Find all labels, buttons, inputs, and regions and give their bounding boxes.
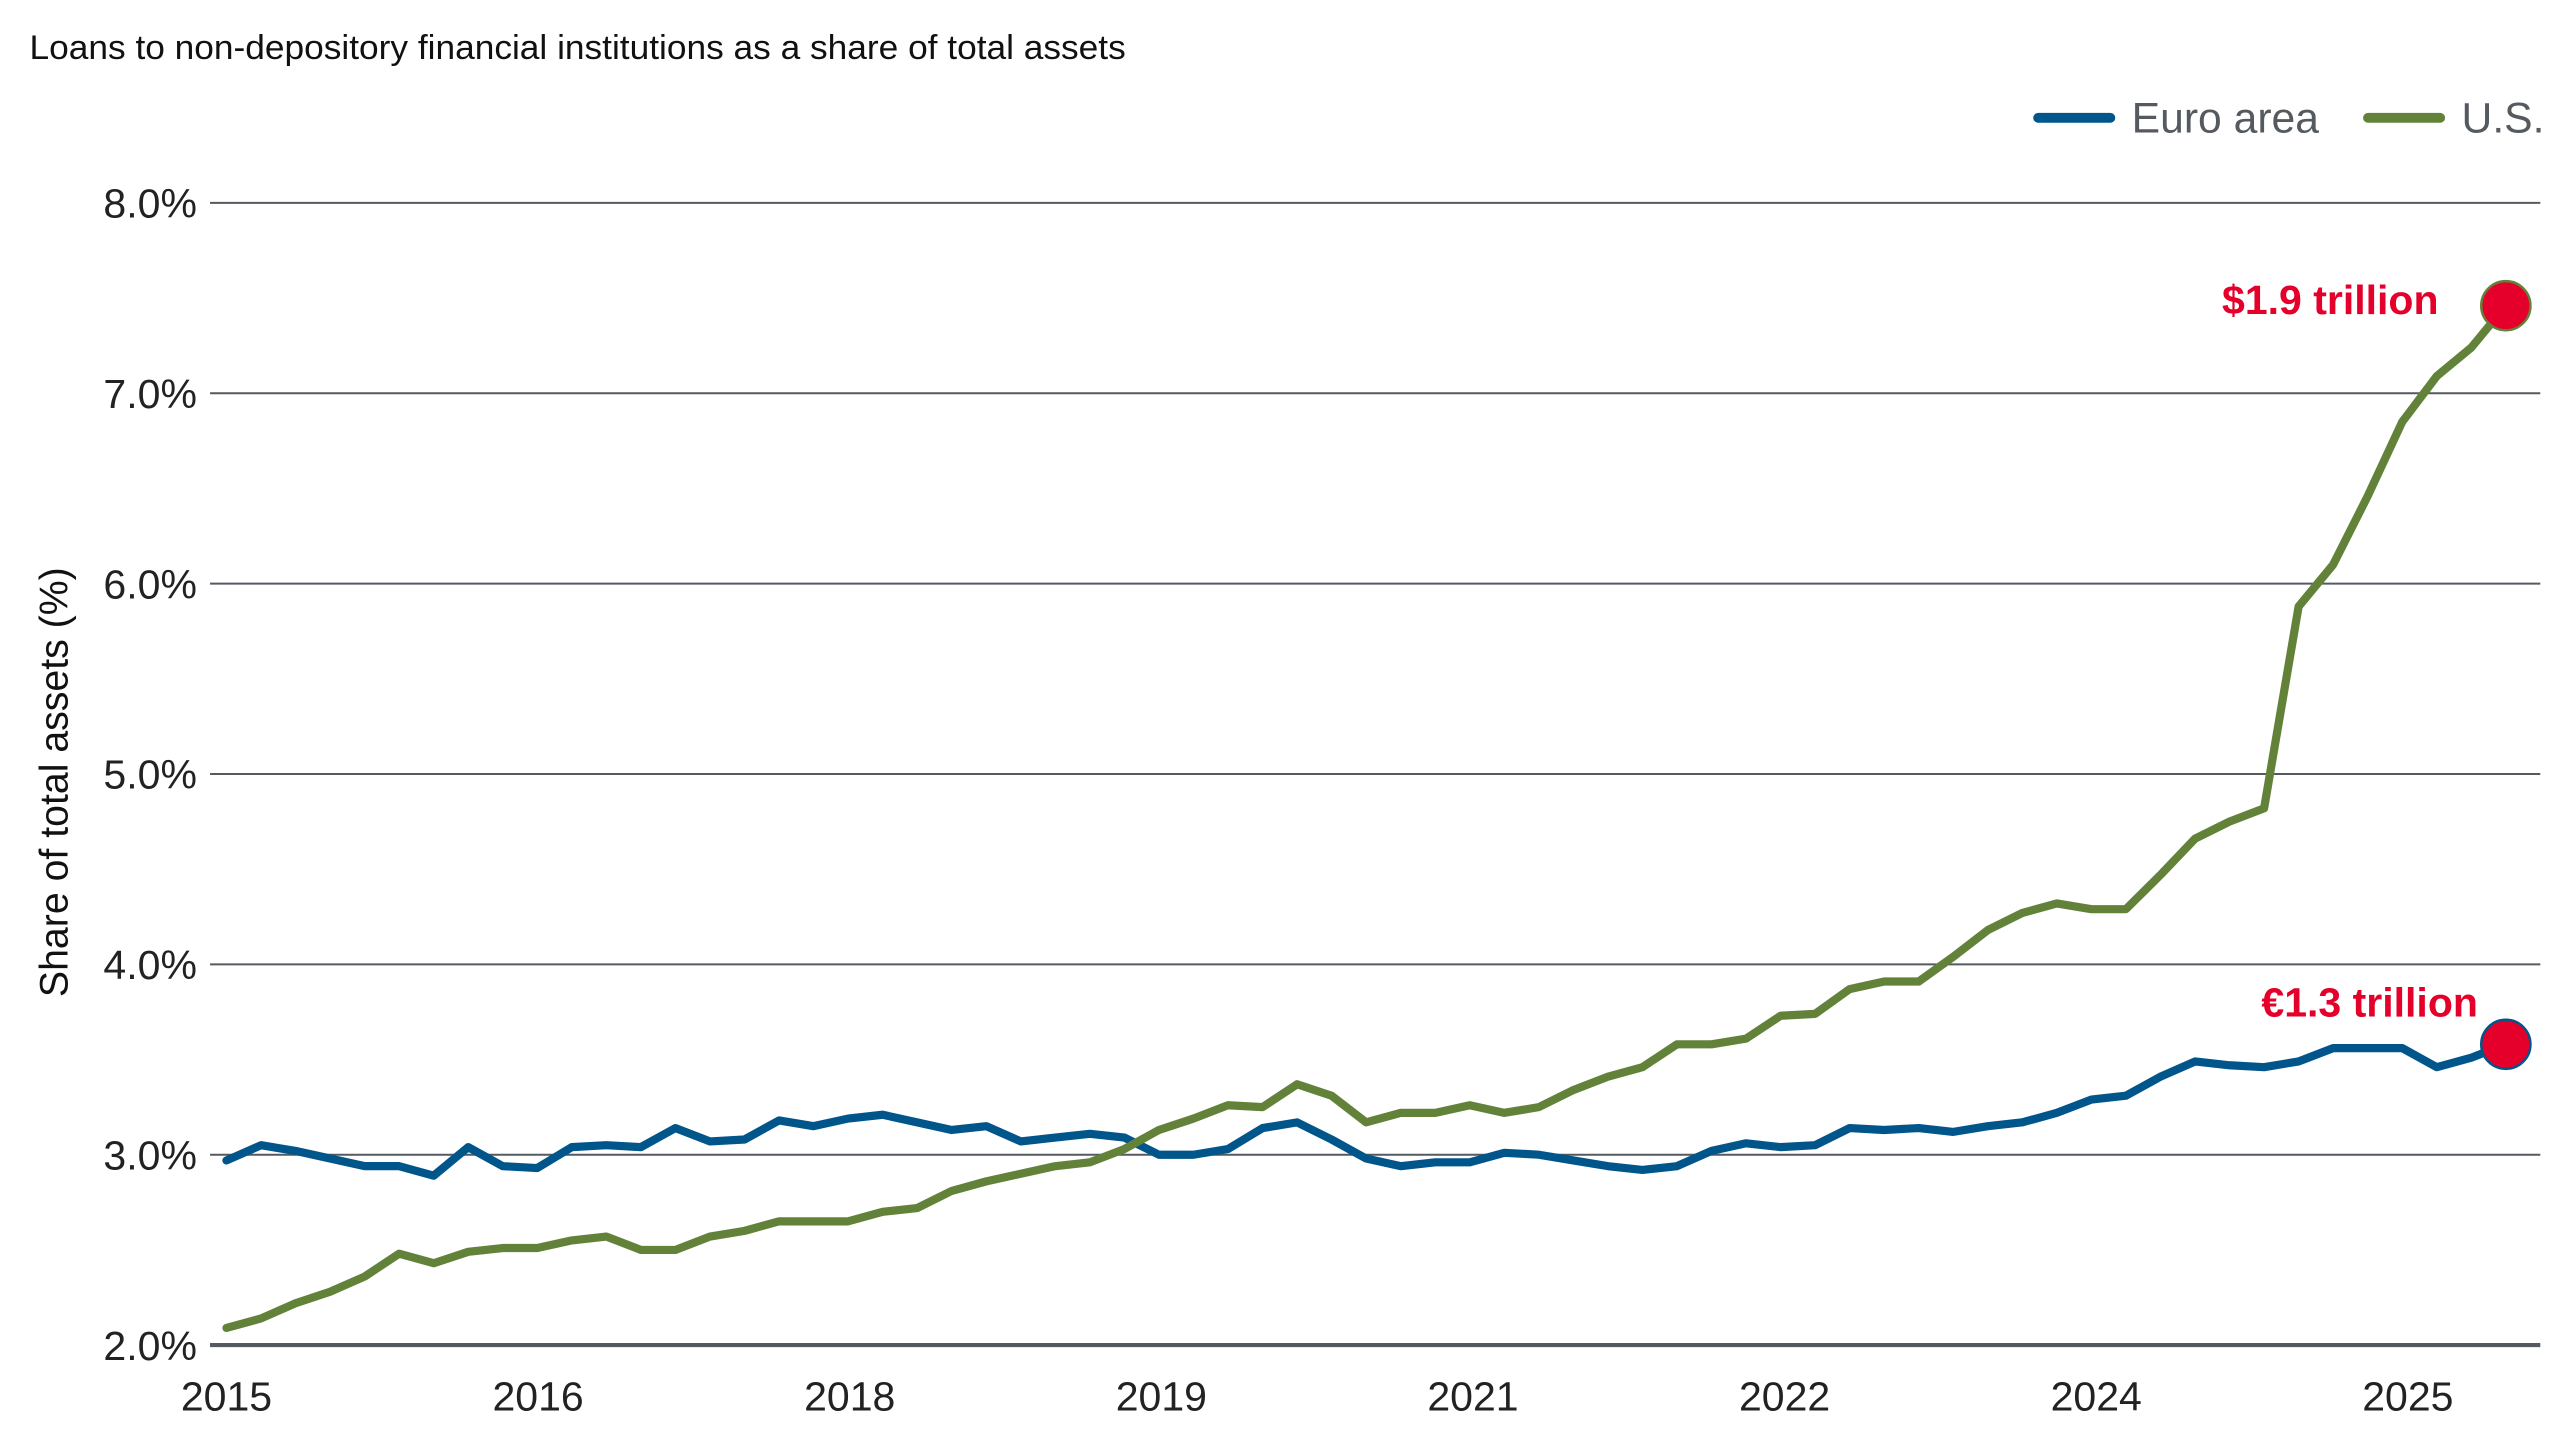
legend-label: Euro area xyxy=(2132,95,2320,143)
end-point-marker xyxy=(2480,279,2532,332)
x-tick-label: 2025 xyxy=(2362,1374,2453,1420)
legend-label: U.S. xyxy=(2462,95,2545,143)
y-tick-label: 5.0% xyxy=(103,752,196,798)
y-tick-label: 8.0% xyxy=(103,181,196,227)
x-tick-label: 2022 xyxy=(1739,1374,1830,1420)
y-tick-label: 4.0% xyxy=(103,942,196,988)
x-tick-label: 2016 xyxy=(492,1374,583,1420)
x-tick-label: 2015 xyxy=(181,1374,272,1420)
series-line-us xyxy=(222,301,2510,1333)
y-tick-label: 7.0% xyxy=(103,371,196,417)
end-value-label: $1.9 trillion xyxy=(2222,277,2439,323)
x-tick-label: 2019 xyxy=(1116,1374,1207,1420)
series-lines xyxy=(222,301,2510,1333)
y-axis-ticks: 2.0% 3.0% 4.0% 5.0% 6.0% 7.0% 8.0% xyxy=(103,181,196,1369)
y-tick-label: 3.0% xyxy=(103,1133,196,1179)
y-axis-label: Share of total assets (%) xyxy=(32,567,76,997)
x-tick-label: 2018 xyxy=(804,1374,895,1420)
y-tick-label: 6.0% xyxy=(103,561,196,607)
end-point-marker xyxy=(2480,1018,2532,1071)
gridlines xyxy=(210,201,2541,1348)
end-value-label: €1.3 trillion xyxy=(2261,980,2478,1026)
legend: Euro area U.S. xyxy=(2033,95,2545,143)
end-markers: €1.3 trillion $1.9 trillion xyxy=(2222,277,2532,1071)
x-tick-label: 2024 xyxy=(2051,1374,2142,1420)
chart-title: Loans to non-depository financial instit… xyxy=(30,29,1126,67)
series-line-euro-area xyxy=(222,1040,2510,1180)
x-axis-ticks: 2015 2016 2018 2019 2021 2022 2024 2025 xyxy=(181,1374,2454,1420)
x-tick-label: 2021 xyxy=(1427,1374,1518,1420)
y-tick-label: 2.0% xyxy=(103,1323,196,1369)
